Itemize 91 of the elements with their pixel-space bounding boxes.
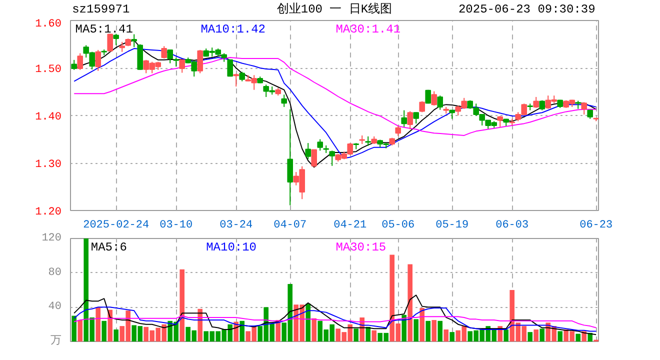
candlestick <box>233 73 239 88</box>
bar <box>414 319 418 342</box>
series-label: MA10:1.42 <box>200 22 266 36</box>
candlestick <box>581 102 587 116</box>
bar <box>102 320 106 342</box>
bar <box>432 320 436 342</box>
y-tick-label: 80 <box>48 266 62 279</box>
bar <box>582 331 586 342</box>
x-tick-label: 03-10 <box>160 220 193 232</box>
bar <box>312 318 316 342</box>
x-tick-label: 05-19 <box>436 220 469 232</box>
line-series <box>74 315 597 328</box>
bar <box>576 334 580 342</box>
bar <box>426 320 430 342</box>
y-tick-label: 1.20 <box>35 206 62 218</box>
bar <box>504 329 508 342</box>
bar <box>240 320 244 342</box>
candlestick <box>365 136 371 146</box>
x-tick-label: 2025-02-24 <box>83 220 150 232</box>
bar <box>540 328 544 342</box>
bar <box>180 269 184 342</box>
bar <box>528 332 532 342</box>
candlestick <box>107 33 113 52</box>
candlestick <box>317 138 323 152</box>
x-tick-label: 03-24 <box>220 220 253 232</box>
line-series <box>74 294 597 336</box>
text: sz159971 <box>72 2 130 16</box>
candlestick <box>173 57 179 68</box>
x-tick-label: 04-21 <box>334 220 367 232</box>
candlestick <box>305 142 311 160</box>
y-tick-label: 1.40 <box>35 112 62 124</box>
bar <box>534 329 538 342</box>
bar <box>402 314 406 342</box>
candlestick <box>407 110 413 130</box>
bar <box>366 326 370 342</box>
x-tick-label: 04-07 <box>274 220 307 232</box>
x-tick-label: 06-23 <box>580 220 613 232</box>
bar <box>78 320 82 342</box>
bar <box>306 304 310 342</box>
bar <box>420 308 424 342</box>
y-tick-label: 1.30 <box>35 159 62 171</box>
candlestick <box>161 46 167 59</box>
bar <box>408 264 412 342</box>
candlestick <box>239 71 245 82</box>
x-tick-label: 06-03 <box>496 220 529 232</box>
candlestick <box>179 58 185 74</box>
candlestick <box>533 96 539 108</box>
text: MA30:1.41 <box>336 22 401 36</box>
y-tick-label: 120 <box>42 232 62 244</box>
y-tick-label: 40 <box>48 301 62 314</box>
candlestick <box>395 125 401 136</box>
text: 2025-06-23 09:30:39 <box>458 2 596 16</box>
bar <box>372 330 376 342</box>
candlestick <box>113 33 119 46</box>
candlestick <box>287 108 293 206</box>
text: MA5:6 <box>90 240 127 254</box>
y-tick-label: 1.50 <box>35 64 62 76</box>
bar <box>558 331 562 342</box>
candlestick <box>281 94 287 108</box>
text: MA30:15 <box>336 240 386 254</box>
candlestick <box>119 41 125 52</box>
line-series <box>74 306 597 332</box>
candlestick <box>95 49 101 72</box>
bar <box>444 329 448 342</box>
candlestick <box>329 150 335 166</box>
candlestick <box>311 149 317 168</box>
candlestick <box>539 100 545 111</box>
candlestick <box>497 115 503 128</box>
bar <box>72 316 76 342</box>
bar <box>354 328 358 342</box>
candlestick <box>437 95 443 110</box>
candlestick <box>77 52 83 70</box>
series-label: MA5:1.41 <box>75 22 133 36</box>
x-tick-label: 05-06 <box>382 220 415 232</box>
bar <box>450 332 454 342</box>
candlestick <box>413 112 419 124</box>
candlestick <box>131 34 137 48</box>
chart-title: 创业100 一 日K线图 <box>276 2 392 16</box>
bar <box>96 307 100 342</box>
bar <box>198 308 202 342</box>
y-tick-label: 1.60 <box>35 18 62 30</box>
bar <box>438 320 442 342</box>
y-tick-label: 万 <box>50 334 62 348</box>
candlestick <box>431 90 437 106</box>
text: MA10:10 <box>206 240 257 254</box>
bar <box>360 317 364 342</box>
candlestick <box>167 48 173 64</box>
candlestick <box>401 110 407 128</box>
candlestick <box>197 49 203 74</box>
bar <box>114 329 118 342</box>
candlestick <box>71 59 77 70</box>
